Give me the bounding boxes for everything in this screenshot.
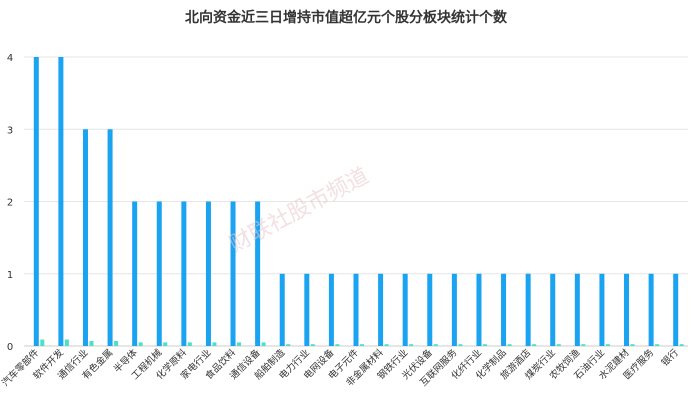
bar-secondary	[187, 342, 192, 346]
bar-secondary	[310, 344, 315, 346]
bar-primary	[402, 273, 408, 346]
bar-secondary	[482, 344, 487, 346]
bar-primary	[451, 273, 457, 346]
chart-title: 北向资金近三日增持市值超亿元个股分板块统计个数	[185, 9, 508, 26]
bar-primary	[525, 273, 531, 346]
bar-primary	[550, 273, 556, 346]
bar-secondary	[114, 340, 119, 346]
bar-secondary	[360, 344, 364, 346]
bar-secondary	[433, 344, 438, 346]
bar-primary	[648, 273, 654, 346]
bar-primary	[279, 273, 285, 346]
x-tick-label: 银行	[659, 346, 681, 368]
y-axis: 0 1 2 3 4	[7, 53, 13, 353]
bars	[33, 57, 684, 346]
bar-secondary	[507, 344, 512, 346]
bar-secondary	[556, 344, 561, 346]
bar-secondary	[212, 342, 217, 346]
bar-primary	[156, 201, 162, 346]
bar-secondary	[89, 340, 94, 346]
bar-secondary	[605, 344, 610, 346]
bar-secondary	[532, 344, 537, 346]
bar-primary	[255, 201, 261, 346]
y-tick-label: 4	[7, 53, 13, 64]
bar-primary	[304, 273, 310, 346]
watermark: 财联社股市频道	[225, 163, 373, 257]
bar-secondary	[335, 344, 340, 346]
bar-primary	[205, 201, 211, 346]
bar-primary	[230, 201, 236, 346]
bar-primary	[82, 129, 88, 346]
bar-primary	[574, 273, 580, 346]
bar-secondary	[40, 339, 45, 346]
bar-primary	[501, 273, 507, 346]
bar-secondary	[286, 344, 291, 346]
bar-secondary	[64, 339, 69, 346]
y-tick-label: 3	[7, 125, 13, 136]
bar-primary	[378, 273, 384, 346]
bar-secondary	[581, 344, 586, 346]
bar-primary	[107, 129, 113, 346]
bar-primary	[132, 201, 138, 346]
bar-secondary	[237, 342, 242, 346]
bar-primary	[181, 201, 187, 346]
bar-primary	[58, 57, 64, 346]
y-tick-label: 1	[7, 270, 13, 281]
bar-primary	[427, 273, 433, 346]
bar-secondary	[630, 344, 635, 346]
bar-secondary	[384, 344, 389, 346]
y-tick-label: 2	[7, 198, 13, 209]
bar-secondary	[261, 342, 266, 346]
bar-secondary	[679, 344, 684, 346]
bar-primary	[476, 273, 482, 346]
bar-secondary	[163, 342, 168, 346]
bar-secondary	[409, 344, 414, 346]
bar-primary	[673, 273, 679, 346]
bar-primary	[328, 273, 334, 346]
bar-primary	[353, 273, 359, 346]
y-tick-label: 0	[7, 342, 13, 353]
bar-secondary	[458, 344, 463, 346]
bar-primary	[33, 57, 39, 346]
bar-secondary	[138, 342, 143, 346]
bar-primary	[599, 273, 605, 346]
bar-primary	[624, 273, 630, 346]
bar-secondary	[655, 344, 660, 346]
x-axis: 汽车零部件软件开发通信行业有色金属半导体工程机械化学原料家电行业食品饮料通信设备…	[0, 346, 681, 388]
